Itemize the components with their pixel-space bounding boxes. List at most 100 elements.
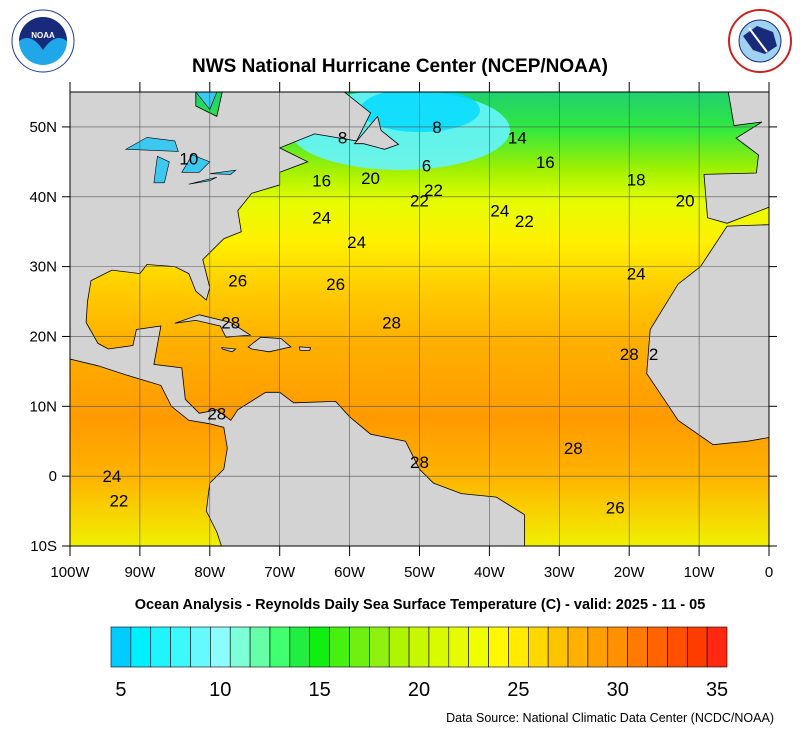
colorbar-swatch <box>269 626 291 668</box>
colorbar-swatch <box>249 626 271 668</box>
colorbar-swatch <box>587 626 609 668</box>
lat-label: 10S <box>30 538 57 555</box>
colorbar-tick-label: 30 <box>607 679 629 701</box>
contour-label: 24 <box>102 467 121 486</box>
lon-label: 80W <box>194 564 226 581</box>
contour-label: 16 <box>312 172 331 191</box>
svg-text:NOAA: NOAA <box>31 31 55 40</box>
colorbar-swatch <box>130 626 152 668</box>
lon-label: 70W <box>264 564 296 581</box>
contour-label: 22 <box>410 191 429 210</box>
colorbar-swatch <box>468 626 489 668</box>
europe-africa-land <box>646 92 769 446</box>
lon-label: 0 <box>765 564 773 581</box>
data-source: Data Source: National Climatic Data Cent… <box>446 711 774 725</box>
cold-water-core <box>360 92 480 132</box>
contour-label: 22 <box>424 181 443 200</box>
colorbar-swatch <box>229 626 251 668</box>
colorbar-swatch <box>408 626 430 668</box>
colorbar-swatch <box>329 626 350 668</box>
colorbar-swatch <box>547 626 569 668</box>
colorbar-swatch <box>289 626 311 668</box>
lat-label: 40N <box>29 189 57 206</box>
map-title: NWS National Hurricane Center (NCEP/NOAA… <box>192 56 608 77</box>
colorbar-swatch <box>706 626 728 668</box>
lon-label: 100W <box>50 564 90 581</box>
great-lake <box>209 169 237 175</box>
colorbar-swatch <box>567 626 589 668</box>
colorbar-swatch <box>686 626 708 668</box>
colorbar-swatch <box>607 626 628 668</box>
contour-label: 22 <box>109 492 128 511</box>
lon-label: 60W <box>334 564 366 581</box>
colorbar-swatch <box>667 626 688 668</box>
colorbar-swatch <box>448 626 469 668</box>
contour-label: 6 <box>422 156 431 175</box>
colorbar-swatch <box>428 626 450 668</box>
noaa-logo: NOAA <box>11 9 75 73</box>
lat-label: 30N <box>29 259 57 276</box>
contour-label: 20 <box>676 191 695 210</box>
contour-label: 28 <box>382 313 401 332</box>
lon-label: 40W <box>474 564 506 581</box>
colorbar-swatch <box>488 626 509 668</box>
lon-label: 10W <box>684 564 716 581</box>
colorbar-swatch <box>110 626 132 668</box>
lon-label: 90W <box>124 564 156 581</box>
colorbar-swatch <box>627 626 648 668</box>
contour-label: 26 <box>228 272 247 291</box>
colorbar-swatch <box>190 626 211 668</box>
contour-label: 24 <box>347 233 366 252</box>
colorbar-tick-label: 25 <box>507 679 529 701</box>
colorbar-swatch <box>210 626 231 668</box>
contour-label: 20 <box>361 169 380 188</box>
colorbar-tick-label: 5 <box>115 679 126 701</box>
colorbar-swatch <box>508 626 529 668</box>
colorbar-swatch <box>170 626 191 668</box>
contour-label: 28 <box>207 404 226 423</box>
lat-label: 50N <box>29 119 57 136</box>
contour-label: 16 <box>536 153 555 172</box>
puerto-rico-land <box>298 346 312 351</box>
colorbar: 5 10 15 20 25 30 35 <box>110 626 728 701</box>
colorbar-tick-label: 10 <box>209 679 231 701</box>
jamaica-land <box>221 347 237 353</box>
contour-label: 24 <box>627 265 646 284</box>
colorbar-swatch <box>527 626 549 668</box>
contour-label: 8 <box>432 118 441 137</box>
lon-label: 30W <box>544 564 576 581</box>
contour-label: 2 <box>649 345 658 364</box>
contour-label: 22 <box>515 212 534 231</box>
lon-label: 50W <box>404 564 436 581</box>
colorbar-swatch <box>647 626 668 668</box>
lat-label: 0 <box>49 468 57 485</box>
map-subtitle: Ocean Analysis - Reynolds Daily Sea Surf… <box>134 597 706 613</box>
contour-label: 28 <box>221 313 240 332</box>
hispaniola-land <box>247 336 292 353</box>
colorbar-swatch <box>150 626 171 668</box>
colorbar-tick-label: 20 <box>408 679 430 701</box>
colorbar-tick-label: 35 <box>706 679 728 701</box>
great-lake <box>153 155 170 184</box>
nws-logo <box>728 9 792 73</box>
contour-label: 26 <box>326 275 345 294</box>
contour-label: 28 <box>410 453 429 472</box>
newfoundland-land <box>353 115 400 150</box>
contour-label: 26 <box>606 499 625 518</box>
contour-label: 28 <box>620 345 639 364</box>
colorbar-swatch <box>369 626 390 668</box>
colorbar-swatch <box>349 626 370 668</box>
contour-label: 18 <box>627 170 646 189</box>
colorbar-tick-label: 15 <box>309 679 331 701</box>
cuba-land <box>174 314 252 338</box>
contour-label: 24 <box>490 202 509 221</box>
contour-label: 14 <box>508 128 527 147</box>
lat-label: 10N <box>29 398 57 415</box>
contour-label: 8 <box>338 128 347 147</box>
lon-label: 20W <box>614 564 646 581</box>
contour-label: 24 <box>312 209 331 228</box>
colorbar-swatch <box>388 626 410 668</box>
contour-label: 10 <box>179 149 198 168</box>
lat-label: 20N <box>29 328 57 345</box>
